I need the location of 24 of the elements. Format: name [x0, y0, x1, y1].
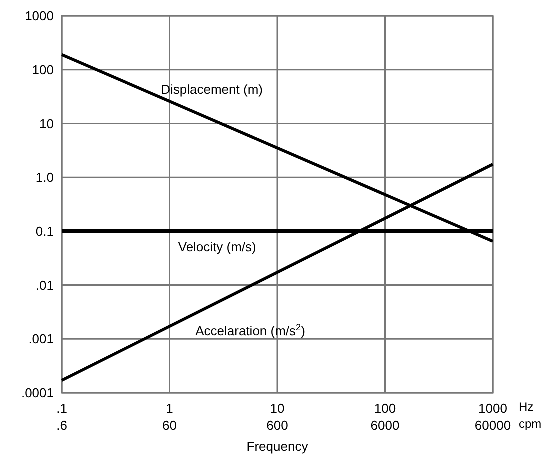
- text: cpm: [519, 417, 542, 431]
- y-tick-label: .01: [36, 278, 54, 293]
- text: 60: [162, 418, 177, 433]
- x-tick-label: 1000: [478, 401, 508, 416]
- y-tick-label: 10: [40, 116, 54, 132]
- y-tick-label: 1.0: [36, 170, 54, 186]
- y-tick-label: .001: [28, 332, 54, 347]
- y-tick-label: .0001: [21, 386, 54, 401]
- series-label: Accelaration (m/s$^{2}$): [196, 322, 306, 339]
- y-tick-label: 1000: [25, 8, 54, 24]
- text: .6: [56, 418, 68, 433]
- text: Hz: [519, 400, 534, 414]
- y-tick-label: 0.1: [36, 224, 54, 239]
- y-tick-label: 100: [32, 62, 54, 78]
- text: 60000: [474, 418, 512, 433]
- series-label: Velocity (m/s): [178, 239, 256, 254]
- x-axis-title: Frequency: [246, 439, 309, 454]
- x-tick-label: 1: [166, 401, 174, 416]
- x-tick-label: 100: [374, 401, 396, 416]
- series-label: Displacement (m): [161, 82, 263, 97]
- x-tick-label: 10: [270, 401, 285, 416]
- text: 6000: [370, 418, 400, 433]
- text: 600: [266, 418, 288, 433]
- x-tick-label: .1: [56, 401, 68, 416]
